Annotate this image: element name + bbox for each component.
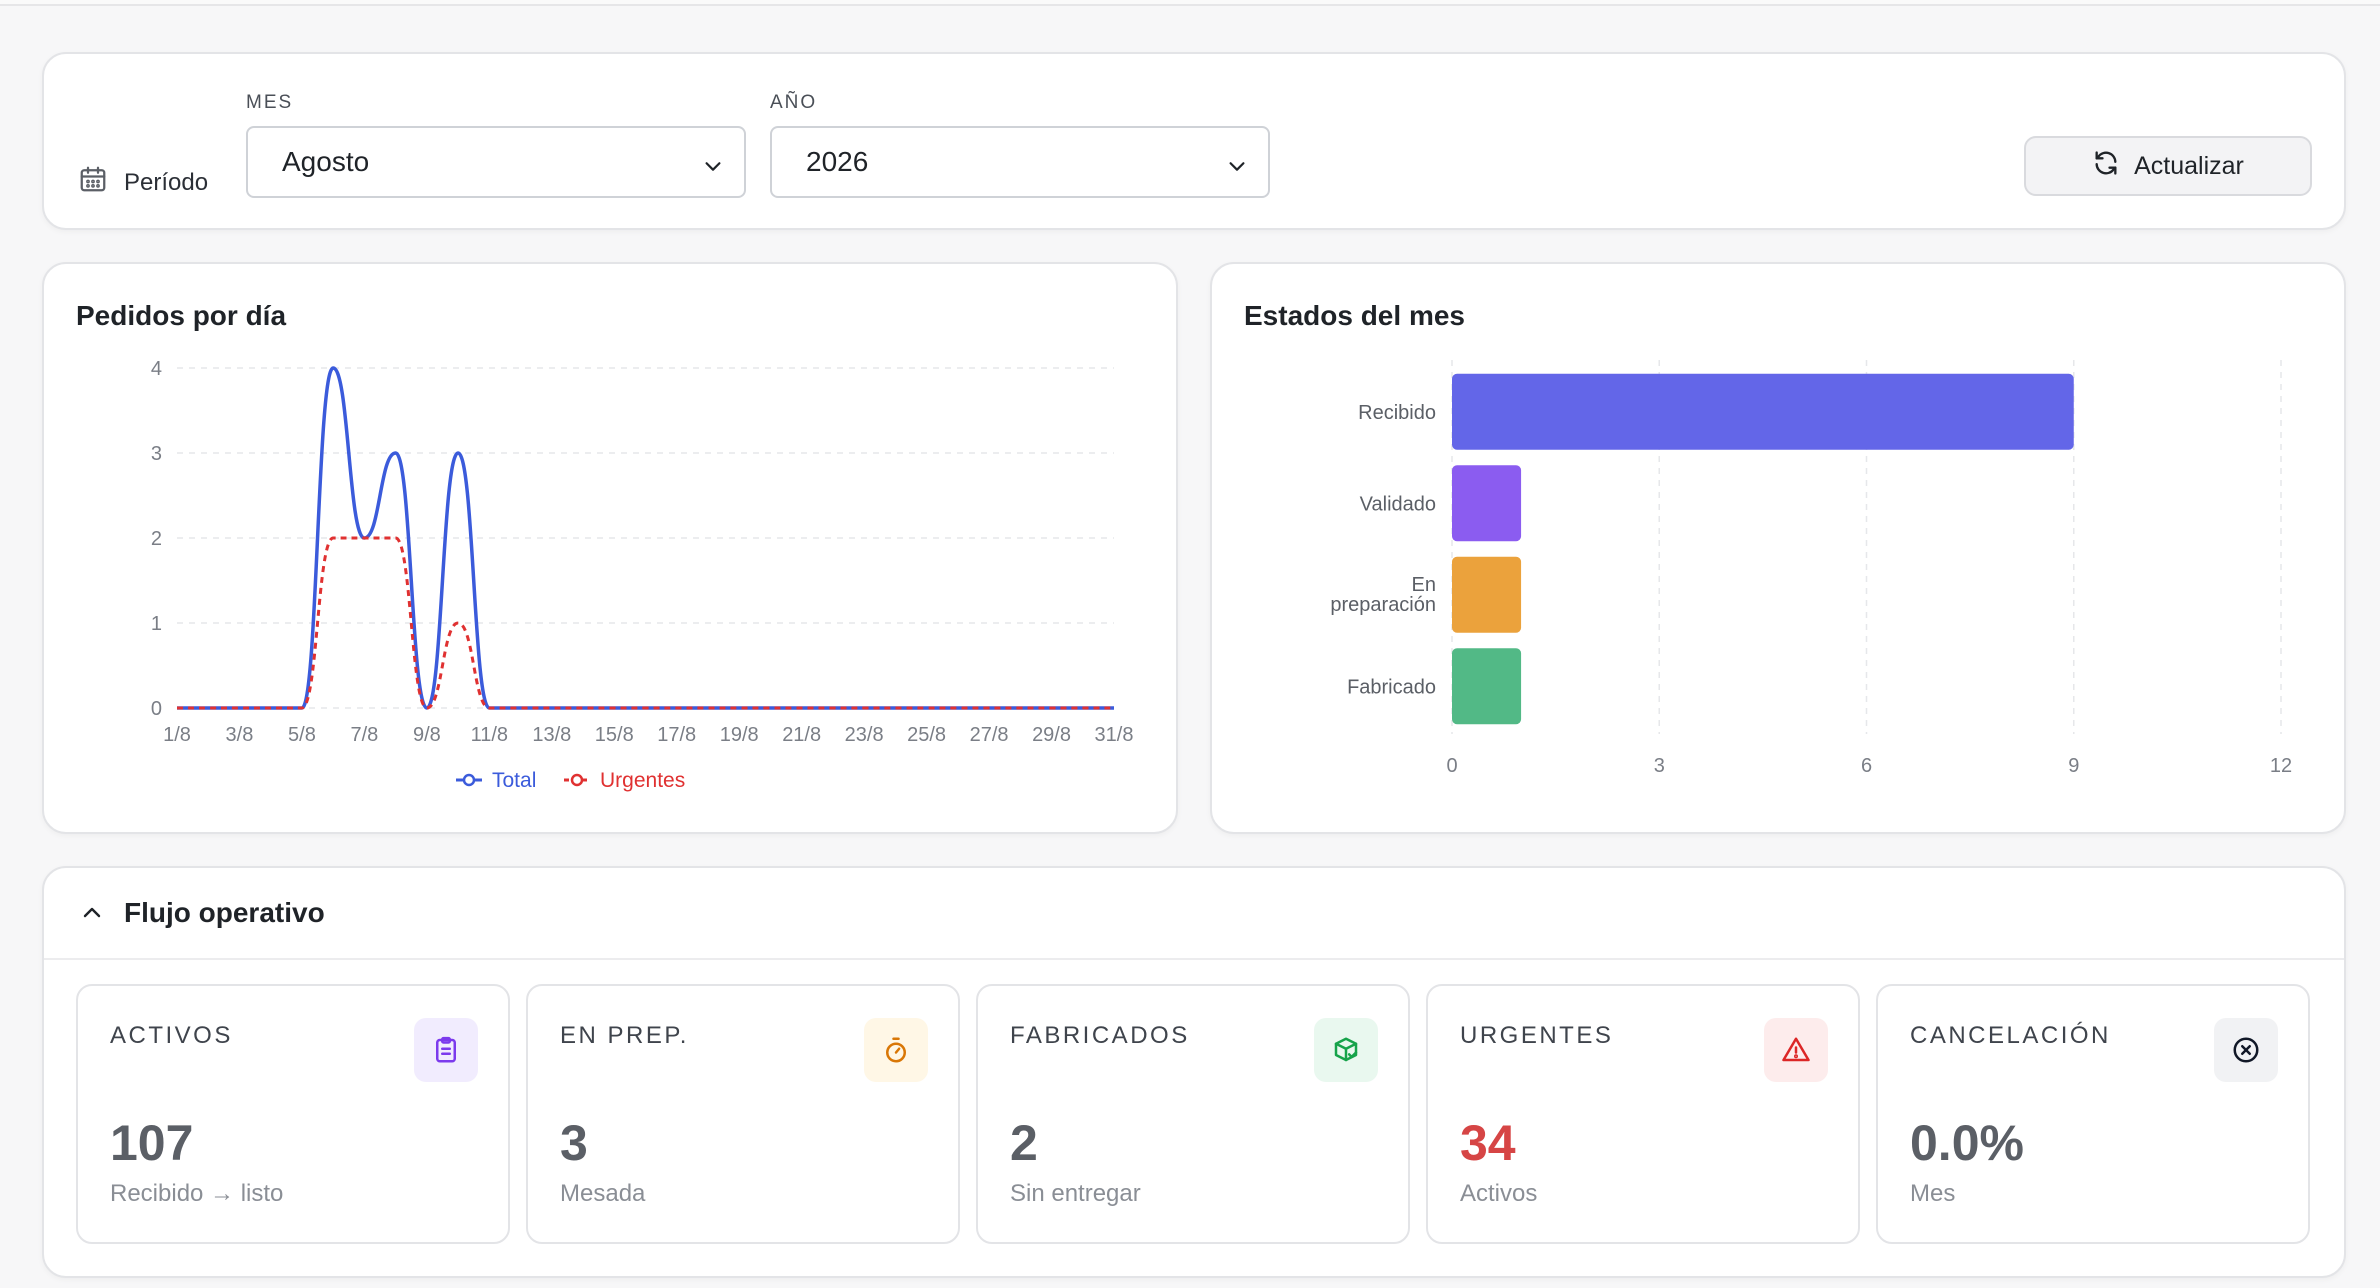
period-label-group: Período: [78, 164, 208, 201]
legend-label: Total: [492, 769, 536, 792]
orders-per-day-card: Pedidos por día 0 1 2 3 4 1/8 3/8 5/8 7/8 9/8 11/8…: [42, 262, 1178, 834]
legend-label: Urgentes: [600, 769, 685, 792]
kpi-card-cancelacion: CANCELACIÓN 0.0% Mes: [1876, 984, 2310, 1244]
chevron-down-icon: [702, 152, 724, 184]
category-label: Recibido: [1358, 402, 1436, 424]
category-label-line: preparación: [1330, 594, 1436, 616]
chevron-up-icon[interactable]: [80, 901, 104, 925]
timer-icon: [864, 1018, 928, 1082]
y-tick-label: 3: [151, 443, 162, 465]
x-tick-label: 29/8: [1032, 724, 1071, 746]
x-tick-label: 11/8: [471, 724, 508, 746]
x-tick-label: 27/8: [970, 724, 1009, 746]
x-tick-label: 3: [1654, 755, 1665, 777]
x-circle-icon: [2214, 1018, 2278, 1082]
y-tick-label: 2: [151, 528, 162, 550]
x-tick-label: 15/8: [595, 724, 634, 746]
kpi-value: 2: [1010, 1115, 1038, 1171]
orders-per-day-chart: 0 1 2 3 4 1/8 3/8 5/8 7/8 9/8 11/8 13/8 15/8 17/8 19/8…: [151, 358, 1134, 792]
month-field-label: MES: [246, 92, 294, 113]
kpi-label: ACTIVOS: [110, 1022, 233, 1049]
package-check-icon: [1314, 1018, 1378, 1082]
month-select-value: Agosto: [282, 146, 370, 177]
x-tick-label: 31/8: [1095, 724, 1134, 746]
legend-marker: [570, 773, 584, 787]
category-label: Validado: [1360, 493, 1436, 515]
x-tick-label: 3/8: [226, 724, 254, 746]
category-label: En preparación: [1330, 574, 1436, 616]
x-tick-label: 7/8: [350, 724, 378, 746]
legend-marker: [462, 773, 476, 787]
x-tick-label: 12: [2270, 755, 2292, 777]
kpi-label: CANCELACIÓN: [1910, 1022, 2111, 1049]
bar-validado: [1452, 465, 1522, 542]
kpi-card-en-prep: EN PREP. 3 Mesada: [526, 984, 960, 1244]
kpi-sub: Recibido → listo: [110, 1180, 284, 1207]
x-tick-label: 9/8: [413, 724, 441, 746]
monthly-status-chart: 0 3 6 9 12 Recibido Validado En preparación Fabri…: [1330, 360, 2292, 777]
kpi-card-activos: ACTIVOS 107 Recibido → listo: [76, 984, 510, 1244]
clipboard-icon: [414, 1018, 478, 1082]
month-select[interactable]: Agosto: [246, 126, 746, 198]
x-tick-label: 9: [2068, 755, 2079, 777]
x-tick-label: 5/8: [288, 724, 316, 746]
x-tick-label: 25/8: [907, 724, 946, 746]
kpi-value: 107: [110, 1115, 194, 1171]
kpi-value: 3: [560, 1115, 588, 1171]
kpi-sub: Mes: [1910, 1180, 1956, 1207]
operational-flow-card: Flujo operativo ACTIVOS 107 Recibido → l…: [42, 866, 2346, 1278]
top-divider: [0, 0, 2380, 6]
year-select[interactable]: 2026: [770, 126, 1270, 198]
bar-en-preparación: [1452, 556, 1522, 633]
category-label: Fabricado: [1347, 676, 1436, 698]
bar-chart-title: Estados del mes: [1244, 300, 1465, 331]
legend-item-urgentes: Urgentes: [564, 769, 685, 792]
line-chart-title: Pedidos por día: [76, 300, 287, 331]
category-label-line: En: [1412, 574, 1436, 596]
monthly-status-card: Estados del mes 0 3 6 9 12 Recibido Validado En…: [1210, 262, 2346, 834]
kpi-label: URGENTES: [1460, 1022, 1614, 1049]
alert-triangle-icon: [1764, 1018, 1828, 1082]
kpi-label: EN PREP.: [560, 1022, 689, 1049]
flow-title: Flujo operativo: [124, 897, 325, 928]
x-tick-label: 17/8: [657, 724, 696, 746]
period-filter-card: Período MES Agosto AÑO 2026 Actualizar: [42, 52, 2346, 230]
x-tick-label: 19/8: [720, 724, 759, 746]
y-tick-label: 1: [151, 613, 162, 635]
legend-item-total: Total: [456, 769, 536, 792]
bar-recibido: [1452, 373, 2074, 450]
kpi-label: FABRICADOS: [1010, 1022, 1190, 1049]
period-label: Período: [124, 168, 209, 196]
refresh-icon: [2092, 149, 2120, 184]
chevron-down-icon: [1226, 152, 1248, 184]
kpi-card-fabricados: FABRICADOS 2 Sin entregar: [976, 984, 1410, 1244]
x-tick-label: 1/8: [163, 724, 191, 746]
year-field-label: AÑO: [770, 92, 818, 113]
kpi-value: 34: [1460, 1115, 1516, 1171]
series-line-urgentes: [177, 536, 1114, 710]
refresh-button[interactable]: Actualizar: [2024, 136, 2312, 196]
kpi-sub: Sin entregar: [1010, 1180, 1141, 1207]
kpi-value: 0.0%: [1910, 1115, 2024, 1171]
x-tick-label: 6: [1861, 755, 1872, 777]
x-tick-label: 21/8: [782, 724, 821, 746]
calendar-icon: [78, 164, 108, 201]
x-tick-label: 23/8: [845, 724, 884, 746]
kpi-sub: Mesada: [560, 1180, 646, 1207]
year-select-value: 2026: [806, 146, 869, 177]
y-tick-label: 4: [151, 358, 162, 380]
bar-fabricado: [1452, 648, 1522, 725]
y-tick-label: 0: [151, 698, 162, 720]
kpi-sub: Activos: [1460, 1180, 1538, 1207]
x-tick-label: 13/8: [532, 724, 571, 746]
flow-header[interactable]: Flujo operativo: [44, 868, 2344, 960]
kpi-card-urgentes: URGENTES 34 Activos: [1426, 984, 1860, 1244]
x-tick-label: 0: [1446, 755, 1457, 777]
refresh-label: Actualizar: [2134, 151, 2244, 180]
